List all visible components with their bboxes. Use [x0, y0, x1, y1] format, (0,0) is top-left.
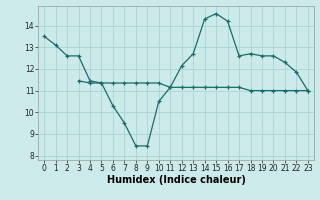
X-axis label: Humidex (Indice chaleur): Humidex (Indice chaleur) — [107, 175, 245, 185]
